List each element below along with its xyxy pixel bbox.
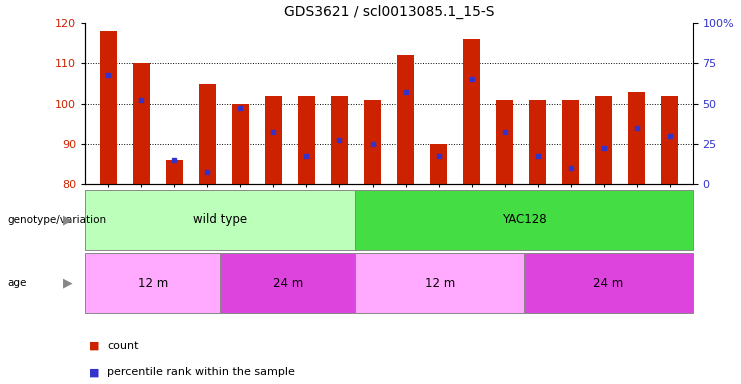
Bar <box>628 92 645 184</box>
Text: age: age <box>7 278 27 288</box>
Text: 12 m: 12 m <box>138 277 168 290</box>
Text: count: count <box>107 341 139 351</box>
Bar <box>133 63 150 184</box>
Bar <box>355 190 693 250</box>
Bar <box>397 55 413 184</box>
Bar <box>199 84 216 184</box>
Bar <box>463 39 480 184</box>
Bar <box>166 160 182 184</box>
Bar <box>85 190 355 250</box>
Text: ■: ■ <box>89 367 99 377</box>
Text: YAC128: YAC128 <box>502 214 546 226</box>
Bar <box>331 96 348 184</box>
Text: genotype/variation: genotype/variation <box>7 215 107 225</box>
Text: wild type: wild type <box>193 214 247 226</box>
Bar <box>496 100 513 184</box>
Bar <box>431 144 447 184</box>
Bar <box>220 253 355 313</box>
Bar <box>662 96 678 184</box>
Bar <box>232 104 249 184</box>
Bar <box>355 253 524 313</box>
Bar <box>562 100 579 184</box>
Bar <box>524 253 693 313</box>
Bar <box>85 253 220 313</box>
Bar <box>365 100 381 184</box>
Text: ▶: ▶ <box>63 277 73 290</box>
Text: ■: ■ <box>89 341 99 351</box>
Bar <box>298 96 315 184</box>
Bar <box>529 100 546 184</box>
Bar <box>100 31 116 184</box>
Bar <box>265 96 282 184</box>
Bar <box>596 96 612 184</box>
Text: 12 m: 12 m <box>425 277 455 290</box>
Text: percentile rank within the sample: percentile rank within the sample <box>107 367 296 377</box>
Text: ▶: ▶ <box>63 214 73 226</box>
Text: 24 m: 24 m <box>273 277 303 290</box>
Title: GDS3621 / scl0013085.1_15-S: GDS3621 / scl0013085.1_15-S <box>284 5 494 19</box>
Text: 24 m: 24 m <box>594 277 624 290</box>
